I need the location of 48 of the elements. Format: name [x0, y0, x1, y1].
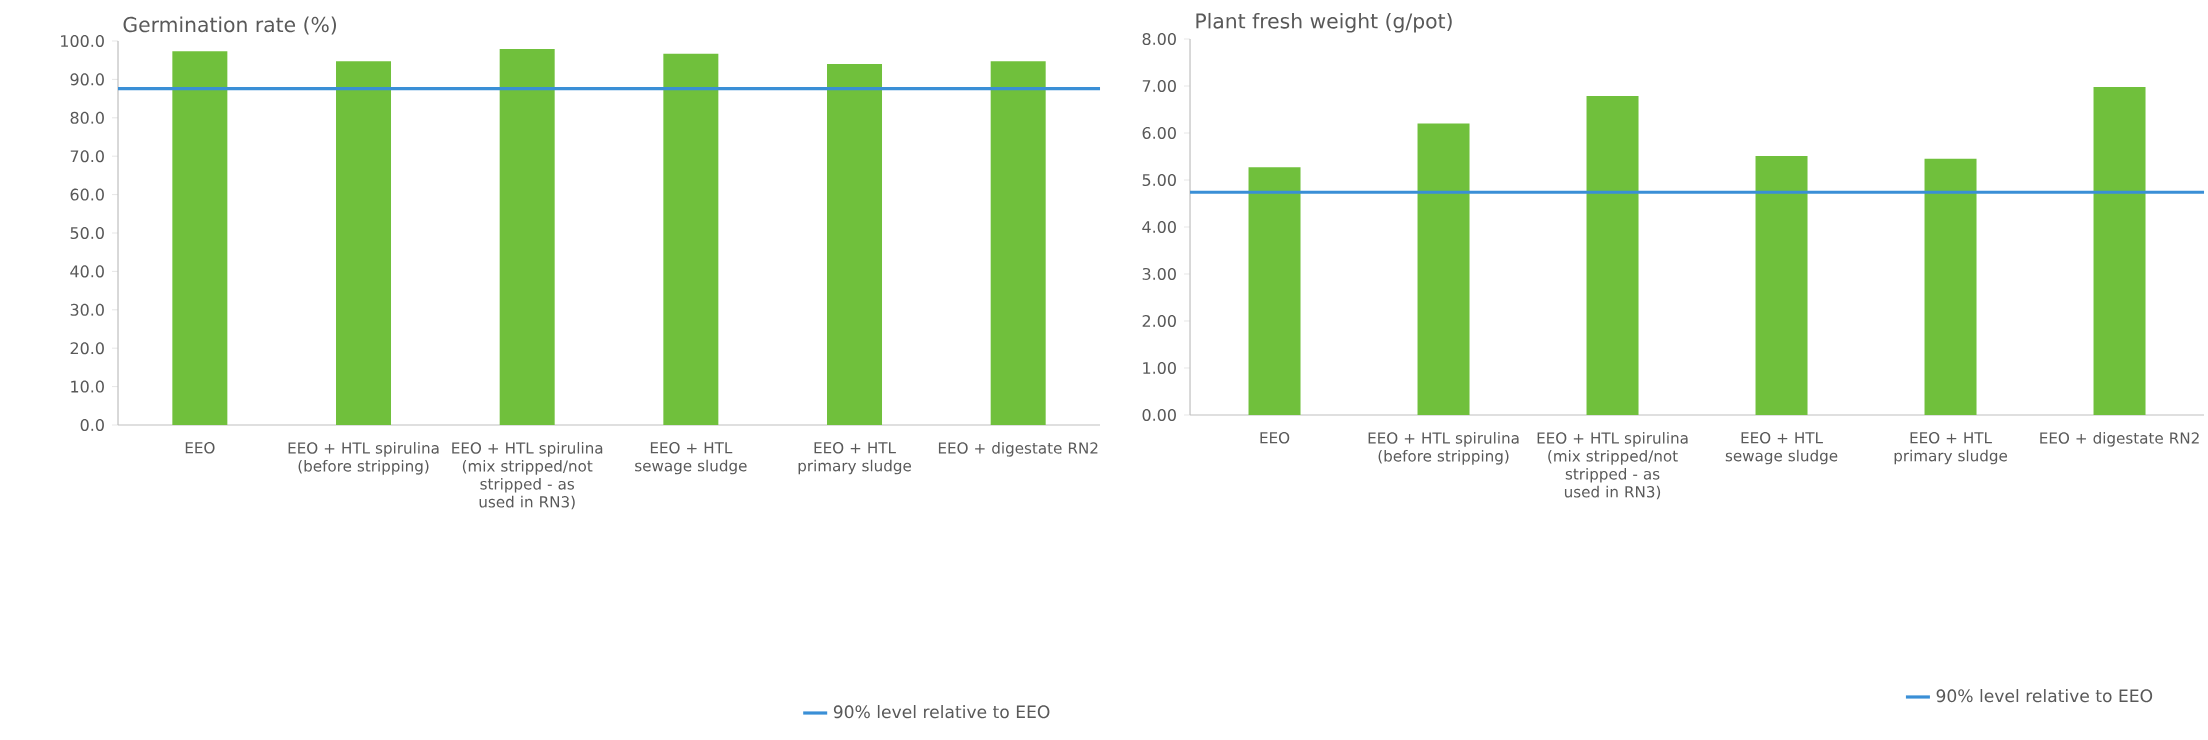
y-tick-label: 100.0 — [61, 34, 104, 48]
x-tick-label: EEO — [1260, 432, 1290, 444]
bar — [1586, 95, 1639, 415]
bar — [1755, 156, 1808, 415]
y-tick-label: 30.0 — [70, 303, 104, 316]
y-tick-label: 6.00 — [1142, 126, 1176, 140]
y-tick-label: 3.00 — [1142, 267, 1176, 281]
x-tick-label: EEO + HTL spirulina (mix stripped/not stripped - as used in RN3) — [452, 442, 603, 510]
y-tick-label: 0.0 — [80, 418, 104, 432]
y-tick-label: 4.00 — [1142, 220, 1176, 234]
y-tick-label: 1.00 — [1143, 361, 1176, 375]
y-tick-label: 7.00 — [1142, 79, 1176, 93]
y-tick-label: 80.0 — [70, 111, 104, 124]
y-tick-label: 5.00 — [1142, 173, 1176, 187]
bar — [2093, 86, 2146, 415]
x-tick-label: EEO + HTL spirulina (mix stripped/not stripped - as used in RN3) — [1537, 432, 1688, 500]
y-tick-label: 70.0 — [70, 150, 104, 163]
y-tick-label: 0.00 — [1142, 408, 1176, 422]
x-tick-label: EEO + HTL primary sludge — [1894, 432, 2008, 465]
y-tick-label: 40.0 — [70, 265, 104, 278]
y-tick-label: 50.0 — [70, 226, 104, 240]
x-tick-label: EEO + digestate RN2 — [2040, 432, 2199, 447]
bar — [1924, 158, 1977, 415]
y-tick-label: 20.0 — [70, 342, 104, 355]
y-tick-label: 2.00 — [1142, 314, 1176, 328]
bar — [172, 51, 228, 425]
legend-label: 90% level relative to EEO — [833, 705, 1050, 719]
x-tick-label: EEO + HTL spirulina (before stripping) — [1368, 432, 1519, 465]
bar — [1248, 167, 1301, 415]
x-tick-label: EEO + HTL sewage sludge — [1725, 432, 1838, 465]
bar — [499, 49, 555, 425]
chart-title: Germination rate (%) — [123, 16, 336, 35]
x-tick-label: EEO + HTL primary sludge — [798, 442, 912, 475]
bar — [990, 61, 1046, 425]
y-tick-label: 90.0 — [70, 73, 104, 86]
y-tick-label: 8.00 — [1142, 32, 1176, 46]
x-tick-label: EEO — [185, 442, 215, 454]
bar — [336, 61, 392, 425]
x-tick-label: EEO + HTL spirulina (before stripping) — [288, 442, 439, 475]
y-tick-label: 60.0 — [70, 188, 104, 201]
x-tick-label: EEO + HTL sewage sludge — [635, 442, 747, 475]
bar — [663, 53, 719, 425]
x-tick-label: EEO + digestate RN2 — [938, 442, 1098, 457]
chart-title: Plant fresh weight (g/pot) — [1196, 12, 1452, 33]
legend-label: 90% level relative to EEO — [1936, 689, 2153, 703]
y-tick-label: 10.0 — [71, 380, 104, 393]
bar — [1417, 123, 1470, 415]
bar — [827, 64, 883, 425]
